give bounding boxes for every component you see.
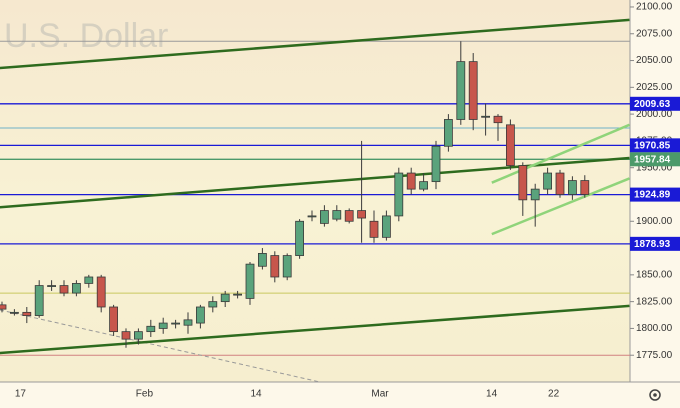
candle-body xyxy=(493,115,503,124)
candle-body xyxy=(109,306,118,333)
candle-body xyxy=(270,255,280,278)
x-tick-label: 14 xyxy=(486,389,498,400)
candle-body xyxy=(96,276,106,308)
dashed-line xyxy=(0,309,321,383)
candle-body xyxy=(59,285,69,294)
candle-body xyxy=(282,255,292,278)
candle-body xyxy=(580,180,590,195)
y-tick-label: 1825.00 xyxy=(636,296,673,307)
candle-body xyxy=(257,253,267,267)
candle-body xyxy=(357,210,367,219)
level-label: 1970.85 xyxy=(634,140,671,151)
trend-line xyxy=(491,123,630,184)
candle-body xyxy=(456,61,466,120)
candle-body xyxy=(505,124,515,166)
x-tick-label: 17 xyxy=(15,389,27,400)
level-label: 1924.89 xyxy=(634,190,671,201)
level-label: 1957.84 xyxy=(634,154,671,165)
candle-body xyxy=(332,210,342,220)
candle-body xyxy=(22,311,32,316)
candle-body xyxy=(419,181,429,190)
candle-body xyxy=(72,283,81,294)
y-tick-label: 2075.00 xyxy=(636,28,673,39)
watermark: U.S. Dollar xyxy=(4,17,168,55)
candle-body xyxy=(84,276,94,284)
candle-body xyxy=(555,172,565,195)
candle-body xyxy=(208,301,218,308)
candle-body xyxy=(481,115,491,118)
trend-line xyxy=(0,304,630,355)
y-tick-label: 1800.00 xyxy=(636,323,673,334)
candle-body xyxy=(295,220,305,256)
candle-body xyxy=(344,210,354,222)
level-tag xyxy=(630,187,680,202)
level-label: 1878.93 xyxy=(634,239,671,250)
y-tick-label: 1850.00 xyxy=(636,269,673,280)
level-label: 2009.63 xyxy=(634,99,671,110)
x-tick-label: 22 xyxy=(548,389,560,400)
candle-body xyxy=(381,215,391,238)
candle-body xyxy=(245,263,255,299)
x-tick-label: Mar xyxy=(371,389,389,400)
candle-body xyxy=(171,322,181,325)
level-tag xyxy=(630,152,680,167)
candle-body xyxy=(369,220,379,238)
trend-line xyxy=(491,177,630,236)
y-tick-label: 2050.00 xyxy=(636,55,673,66)
candle-body xyxy=(443,119,453,147)
candle-body xyxy=(543,172,552,190)
candle-body xyxy=(158,322,168,329)
level-tag xyxy=(630,138,680,153)
trend-line xyxy=(0,18,630,70)
candle-body xyxy=(146,325,156,333)
candle-body xyxy=(0,304,7,310)
candle-body xyxy=(233,293,243,296)
candle-body xyxy=(319,210,329,224)
candle-body xyxy=(468,61,478,120)
level-tag xyxy=(630,236,680,251)
candle-body xyxy=(195,306,205,324)
candle-body xyxy=(220,293,230,303)
candle-body xyxy=(183,319,193,326)
y-tick-label: 2000.00 xyxy=(636,109,673,120)
candle-body xyxy=(518,165,528,201)
candle-body xyxy=(406,172,416,190)
candle-body xyxy=(121,331,131,340)
x-tick-label: Feb xyxy=(136,389,154,400)
y-tick-label: 2100.00 xyxy=(636,2,673,13)
settings-gear-center[interactable] xyxy=(653,393,657,397)
candle-body xyxy=(9,311,19,314)
y-tick-label: 2025.00 xyxy=(636,82,673,93)
candle-body xyxy=(394,172,404,217)
candle-body xyxy=(307,215,317,218)
y-tick-label: 1775.00 xyxy=(636,350,673,361)
candle-body xyxy=(34,285,44,316)
x-tick-label: 14 xyxy=(250,389,262,400)
candle-body xyxy=(530,188,540,201)
candle-body xyxy=(431,145,441,183)
plot xyxy=(0,18,630,383)
candle-body xyxy=(133,331,143,340)
settings-icon[interactable] xyxy=(649,389,661,401)
candle-body xyxy=(568,180,577,195)
candle-body xyxy=(47,285,56,287)
level-tag xyxy=(630,96,680,111)
y-tick-label: 1900.00 xyxy=(636,216,673,227)
settings-gear[interactable] xyxy=(649,389,661,401)
y-tick-label: 1950.00 xyxy=(636,162,673,173)
